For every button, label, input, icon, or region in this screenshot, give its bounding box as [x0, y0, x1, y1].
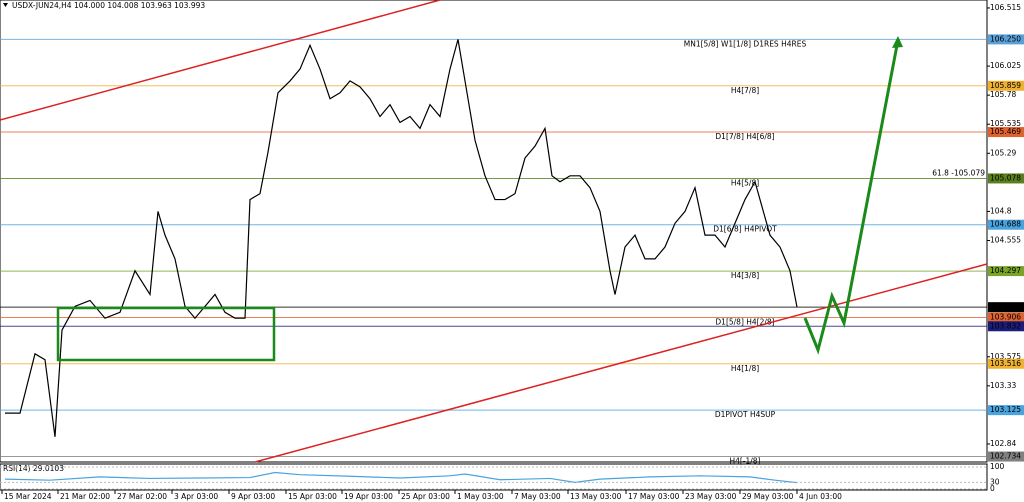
- x-tick-label: 29 May 03:00: [742, 492, 794, 501]
- price-line: [5, 39, 798, 437]
- price-box-label: 104.297: [990, 266, 1021, 275]
- y-tick-label: 106.515: [990, 3, 1021, 12]
- x-tick-label: 15 Mar 2024: [4, 492, 52, 501]
- price-box-label: 103.906: [990, 312, 1021, 321]
- y-tick-label: 105.78: [990, 90, 1016, 99]
- plot-frame: [0, 0, 988, 463]
- price-box: [988, 358, 1024, 369]
- price-box: [988, 321, 1024, 332]
- rsi-tick-label: 30: [990, 477, 1000, 486]
- x-tick-label: 1 May 03:00: [457, 492, 504, 501]
- level-label: H4[5/8]: [731, 178, 759, 187]
- price-box: [988, 127, 1024, 138]
- price-box: [988, 173, 1024, 184]
- level-label: D1[7/8] H4[6/8]: [715, 132, 774, 141]
- x-tick-label: 3 Apr 03:00: [174, 492, 218, 501]
- price-box-label: 105.469: [990, 127, 1021, 136]
- x-tick-label: 19 Apr 03:00: [344, 492, 393, 501]
- level-label: D1[6/8] H4PIVOT: [713, 225, 777, 234]
- x-tick-label: 13 May 03:00: [570, 492, 622, 501]
- x-tick-label: 15 Apr 03:00: [288, 492, 337, 501]
- price-box: [988, 80, 1024, 91]
- forecast-arrow: [803, 39, 900, 355]
- price-box: [988, 451, 1024, 462]
- level-label: H4[1/8]: [731, 364, 759, 373]
- price-box-label: 103.832: [990, 321, 1021, 330]
- fib-label: 61.8 -105.079: [932, 168, 985, 177]
- price-box: [988, 405, 1024, 416]
- x-tick-label: 7 May 03:00: [514, 492, 561, 501]
- y-tick-label: 103.575: [990, 352, 1021, 361]
- price-box: [988, 302, 1024, 313]
- rsi-tick-label: 0: [990, 484, 995, 493]
- level-label: H4[-1/8]: [729, 457, 760, 466]
- price-box: [988, 312, 1024, 323]
- y-tick-label: 104.8: [990, 206, 1012, 215]
- price-box-label: 103.125: [990, 405, 1021, 414]
- chart-title: USDX-JUN24,H4 104.000 104.008 103.963 10…: [12, 1, 205, 10]
- rsi-tick-label: 100: [990, 462, 1005, 471]
- range-box: [56, 306, 276, 362]
- price-box: [988, 219, 1024, 230]
- price-box-label: 105.078: [990, 173, 1021, 182]
- x-tick-label: 21 Mar 02:00: [60, 492, 110, 501]
- y-tick-label: 102.84: [990, 439, 1016, 448]
- x-tick-label: 4 Jun 03:00: [799, 492, 842, 501]
- menu-arrow: [3, 3, 8, 7]
- x-tick-label: 9 Apr 03:00: [231, 492, 275, 501]
- level-label: D1PIVOT H4SUP: [715, 410, 776, 419]
- price-box-label: 104.688: [990, 220, 1021, 229]
- trend-line: [0, 0, 441, 121]
- y-tick-label: 103.33: [990, 381, 1016, 390]
- y-tick-label: 104.555: [990, 235, 1021, 244]
- price-box-label: 102.734: [990, 452, 1021, 461]
- rsi-frame: [0, 463, 988, 491]
- level-label: H4[7/8]: [731, 86, 759, 95]
- x-tick-label: 17 May 03:00: [628, 492, 680, 501]
- price-box-label: 106.250: [990, 34, 1021, 43]
- price-box: [988, 266, 1024, 277]
- arrow-head: [892, 36, 903, 48]
- x-tick-label: 25 Apr 03:00: [401, 492, 450, 501]
- level-label: D1[5/8] H4[2/8]: [715, 317, 774, 326]
- y-tick-label: 106.025: [990, 61, 1021, 70]
- trend-line: [254, 263, 988, 463]
- price-box-label: 103.516: [990, 359, 1021, 368]
- price-box-label: 105.859: [990, 81, 1021, 90]
- y-tick-label: 105.535: [990, 119, 1021, 128]
- level-label: MN1[5/8] W1[1/8] D1RES H4RES: [684, 39, 807, 48]
- level-label: H4[3/8]: [731, 271, 759, 280]
- rsi-label: RSI(14) 29.0103: [3, 464, 64, 473]
- x-tick-label: 23 May 03:00: [685, 492, 737, 501]
- price-box-label: 103.993: [990, 302, 1021, 311]
- price-box: [988, 34, 1024, 45]
- y-tick-label: 105.29: [990, 148, 1016, 157]
- rsi-line: [4, 471, 798, 484]
- x-tick-label: 27 Mar 02:00: [117, 492, 167, 501]
